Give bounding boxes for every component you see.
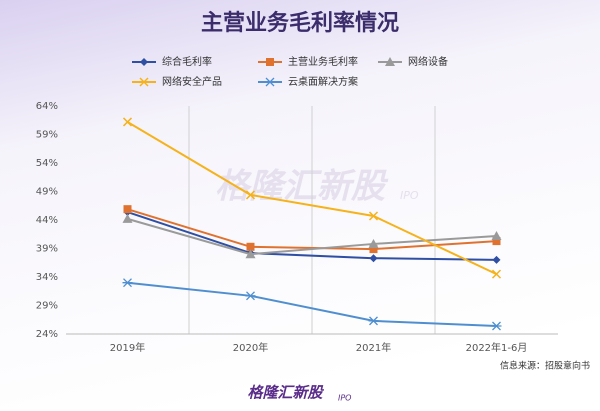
line <box>127 211 497 261</box>
source: 信息来源：招股意向书 <box>500 360 590 372</box>
marker <box>492 237 501 246</box>
watermark-sub: IPO <box>400 189 419 202</box>
footer-logo: 格隆汇新股 <box>247 384 324 402</box>
marker <box>368 211 379 221</box>
marker <box>123 205 132 214</box>
y-tick-label: 44% <box>36 215 58 226</box>
marker <box>122 278 133 288</box>
marker <box>369 245 378 254</box>
watermark: 格隆汇新股 <box>215 167 389 207</box>
line <box>126 121 497 276</box>
x-tick-label: 2022年1-6月 <box>466 341 528 354</box>
y-tick-label: 34% <box>36 272 58 283</box>
y-tick-label: 29% <box>36 301 58 312</box>
marker <box>122 117 133 127</box>
marker <box>245 190 256 200</box>
marker <box>139 77 149 87</box>
legend-label: 云桌面解决方案 <box>288 75 358 88</box>
marker <box>492 255 501 264</box>
marker <box>385 57 395 66</box>
marker <box>491 321 502 331</box>
y-tick-label: 64% <box>36 101 58 112</box>
marker <box>266 58 274 66</box>
marker <box>245 291 256 301</box>
marker <box>122 213 133 223</box>
y-tick-label: 39% <box>36 244 58 255</box>
marker <box>368 238 379 248</box>
legend-label: 主营业务毛利率 <box>288 55 358 68</box>
y-tick-label: 59% <box>36 130 58 141</box>
marker <box>140 58 148 66</box>
x-tick-label: 2020年 <box>233 341 268 354</box>
marker <box>491 230 502 240</box>
marker <box>245 249 256 259</box>
x-tick-label: 2019年 <box>110 341 145 354</box>
y-tick-label: 54% <box>36 158 58 169</box>
marker <box>368 316 379 326</box>
marker <box>265 77 275 87</box>
legend-label: 网络安全产品 <box>162 75 222 88</box>
line <box>127 281 497 328</box>
marker <box>369 254 378 263</box>
y-tick-label: 24% <box>36 329 58 340</box>
legend-label: 综合毛利率 <box>162 55 212 68</box>
chart-title: 主营业务毛利率情况 <box>201 10 399 36</box>
y-tick-label: 49% <box>36 187 58 198</box>
legend-label: 网络设备 <box>408 55 448 68</box>
x-tick-label: 2021年 <box>356 341 391 354</box>
footer-logo-sub: IPO <box>338 394 351 403</box>
marker <box>491 269 502 279</box>
marker <box>246 242 255 251</box>
line <box>127 217 497 256</box>
